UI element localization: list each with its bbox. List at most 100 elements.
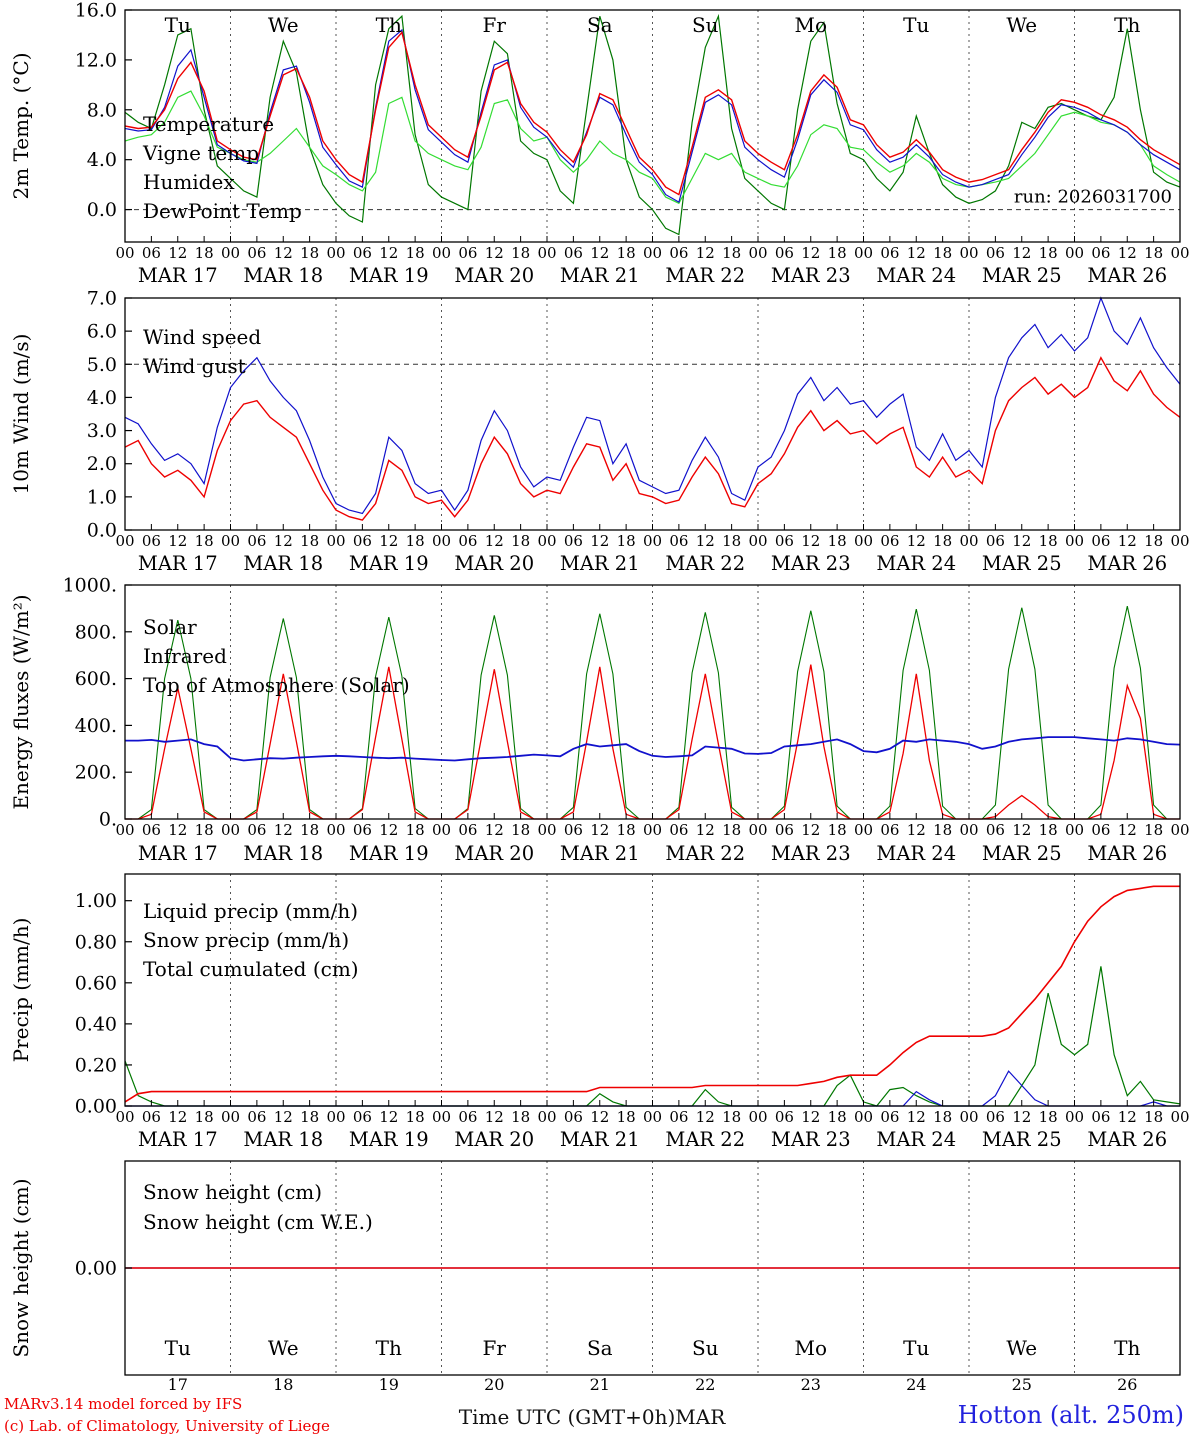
hour-tick-label: 00 [643,244,662,262]
hour-tick-label: 12 [1012,1108,1031,1126]
hour-tick-label: 00 [1065,1108,1084,1126]
hour-tick-label: 12 [168,1108,187,1126]
hour-tick-label: 00 [537,821,556,839]
hour-tick-label: 18 [1039,821,1058,839]
hour-tick-label: 00 [432,1108,451,1126]
hour-tick-label: 18 [722,1108,741,1126]
hour-tick-label: 18 [1039,1108,1058,1126]
hour-tick-label: 00 [432,532,451,550]
series-wind-speed [124,356,1181,521]
hour-tick-label: 18 [828,1108,847,1126]
hour-tick-label: 06 [1091,244,1110,262]
hour-tick-label: 00 [326,244,345,262]
y-tick-label: 0.0 [87,199,117,221]
hour-tick-label: 18 [1144,821,1163,839]
y-tick-label: 1.00 [75,890,117,912]
hour-tick-label: 06 [353,1108,372,1126]
day-name-label: Sa [587,1336,613,1360]
hour-tick-label: 00 [854,244,873,262]
y-tick-label: 0.80 [75,931,117,953]
hour-tick-label: 18 [1144,244,1163,262]
hour-tick-label: 12 [590,244,609,262]
hour-tick-label: 18 [300,1108,319,1126]
day-label: MAR 18 [243,264,323,287]
day-label: MAR 19 [349,842,429,865]
day-label: MAR 26 [1087,264,1167,287]
legend-item: Total cumulated (cm) [143,957,359,981]
day-name-label: Mo [794,1336,827,1360]
day-number-label: 25 [1012,1375,1032,1393]
series-total-cumulated [124,885,1180,1103]
hour-tick-label: 06 [775,244,794,262]
hour-tick-label: 00 [1170,821,1189,839]
hour-tick-label: 06 [564,821,583,839]
day-label: MAR 21 [560,264,640,287]
series-vigne-temp [124,13,1181,236]
day-label: MAR 17 [138,842,218,865]
legend-item: Top of Atmosphere (Solar) [143,673,410,697]
day-number-label: 24 [906,1375,926,1393]
day-name-label: Fr [483,13,507,37]
hour-tick-label: 12 [379,821,398,839]
hour-tick-label: 12 [907,532,926,550]
hour-tick-label: 00 [1065,821,1084,839]
hour-tick-label: 18 [300,532,319,550]
hour-tick-label: 12 [1118,244,1137,262]
hour-tick-label: 12 [696,244,715,262]
hour-tick-label: 18 [511,532,530,550]
hour-tick-label: 18 [617,1108,636,1126]
hour-tick-label: 12 [485,244,504,262]
day-label: MAR 24 [876,842,956,865]
series-temperature [124,31,1181,196]
hour-tick-label: 18 [933,532,952,550]
day-name-label: We [1006,13,1037,37]
day-label: MAR 26 [1087,842,1167,865]
hour-tick-label: 00 [748,532,767,550]
y-tick-label: 0.0 [87,520,117,542]
hour-tick-label: 12 [1012,821,1031,839]
hour-tick-label: 06 [247,1108,266,1126]
legend-item: Wind gust [143,354,246,378]
hour-tick-label: 12 [485,821,504,839]
day-name-label: We [268,1336,299,1360]
legend-item: Humidex [143,170,235,194]
hour-tick-label: 12 [1118,532,1137,550]
day-label: MAR 23 [771,1128,851,1151]
hour-tick-label: 06 [775,1108,794,1126]
legend-item: Snow height (cm) [143,1180,322,1204]
hour-tick-label: 06 [142,821,161,839]
hour-tick-label: 12 [379,1108,398,1126]
day-label: MAR 22 [665,842,745,865]
hour-tick-label: 06 [986,821,1005,839]
hour-tick-label: 06 [669,1108,688,1126]
y-tick-label: 600. [75,668,117,690]
y-tick-label: 0. [99,809,117,831]
hour-tick-label: 12 [590,1108,609,1126]
y-tick-label: 0.00 [75,1096,117,1118]
hour-tick-label: 18 [195,532,214,550]
hour-tick-label: 00 [221,1108,240,1126]
hour-tick-label: 12 [485,532,504,550]
day-name-label: Tu [903,1336,929,1360]
wind-chart: 0.0 1.0 2.0 3.0 4.0 5.0 6.0 7.0 00 06 12 18 00 06 12 18… [9,290,1190,575]
hour-tick-label: 12 [274,244,293,262]
hour-tick-label: 18 [828,532,847,550]
y-tick-label: 3.0 [87,420,117,442]
day-label: MAR 24 [876,552,956,575]
day-label: MAR 18 [243,842,323,865]
hour-tick-label: 06 [880,821,899,839]
hour-tick-label: 12 [379,244,398,262]
hour-tick-label: 06 [669,532,688,550]
hour-tick-label: 18 [1039,532,1058,550]
legend: Temperature Vigne temp Humidex DewPoint Tem… [142,112,302,223]
day-name-label: Th [376,1336,402,1360]
hour-tick-label: 06 [1091,532,1110,550]
panel-energy-fluxes: 0. 200. 400. 600. 800. 1000. 00 06 12 18 00 06 12 18 0… [0,577,1194,866]
hour-tick-label: 18 [722,244,741,262]
y-tick-label: 0.40 [75,1013,117,1035]
day-number-label: 23 [801,1375,821,1393]
hour-tick-label: 12 [696,1108,715,1126]
hour-tick-label: 12 [168,532,187,550]
hour-tick-label: 00 [959,821,978,839]
legend-item: DewPoint Temp [143,199,302,223]
